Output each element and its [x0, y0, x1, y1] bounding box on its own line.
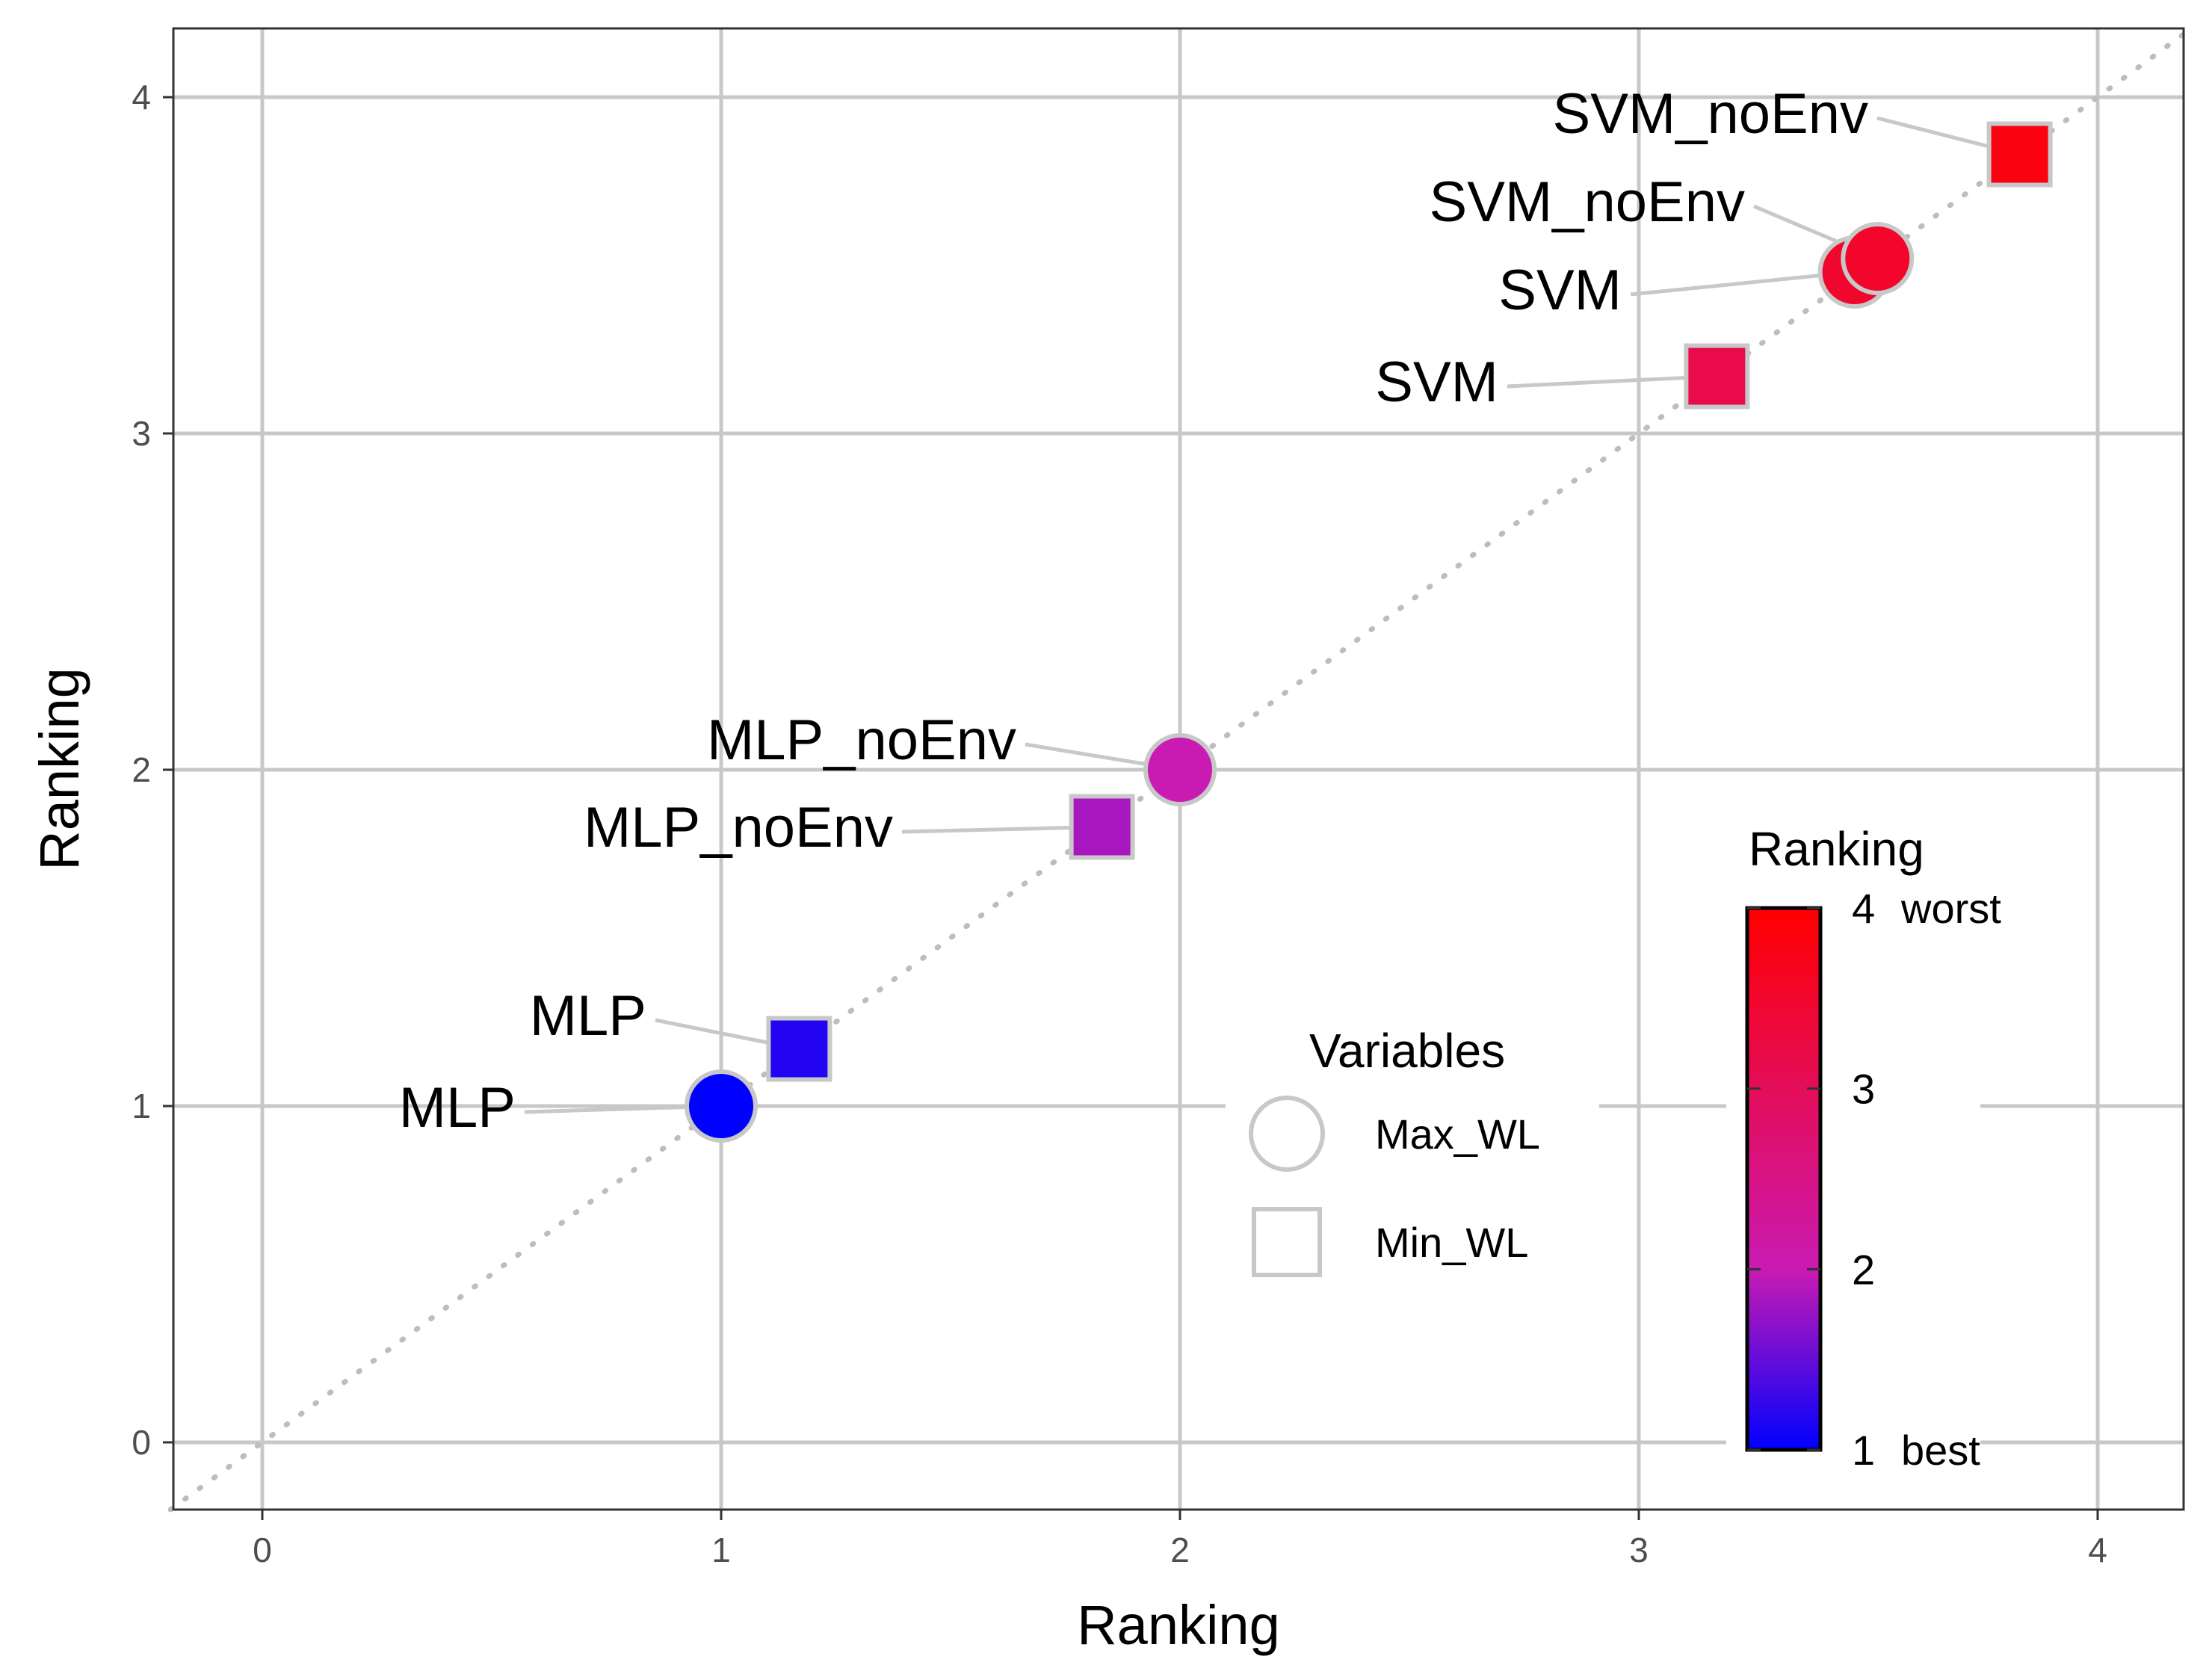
- y-tick-label: 3: [132, 414, 151, 453]
- shape-legend-title: Variables: [1309, 1024, 1505, 1078]
- point-label: SVM_noEnv: [1430, 170, 1745, 234]
- legends: Variables Max_WL Min_WL Ranking 4 3 2 1 worst bes…: [1226, 818, 2001, 1510]
- data-points: [685, 121, 2053, 1143]
- point-label: SVM: [1498, 259, 1622, 322]
- point-square: [1069, 794, 1135, 860]
- y-tick-label: 4: [132, 78, 151, 117]
- legend-key-label: Max_WL: [1375, 1111, 1540, 1158]
- x-tick-label: 1: [711, 1531, 731, 1569]
- x-tick-label: 2: [1170, 1531, 1190, 1569]
- color-bar-note-worst: worst: [1900, 885, 2001, 932]
- point-square: [766, 1016, 832, 1082]
- point-label: MLP_noEnv: [584, 796, 893, 859]
- x-tick-label: 3: [1629, 1531, 1649, 1569]
- x-tick-label: 4: [2088, 1531, 2107, 1569]
- x-axis: 0 1 2 3 4: [253, 1510, 2107, 1569]
- point-label: MLP: [399, 1076, 516, 1140]
- y-axis: 0 1 2 3 4: [132, 78, 173, 1462]
- color-bar-tick-label: 1: [1852, 1427, 1875, 1474]
- color-bar-tick-label: 2: [1852, 1246, 1875, 1293]
- legend-key-circle: [1249, 1096, 1325, 1172]
- point-label: MLP: [530, 984, 646, 1048]
- y-axis-title: Ranking: [28, 667, 90, 871]
- y-tick-label: 0: [132, 1423, 151, 1462]
- point-square: [1684, 343, 1750, 410]
- color-bar-tick-label: 4: [1852, 885, 1875, 932]
- legend-key-square: [1252, 1207, 1322, 1277]
- color-bar: [1745, 906, 1823, 1452]
- point-label: SVM: [1375, 350, 1498, 414]
- color-legend-title: Ranking: [1749, 822, 1924, 876]
- point-circle: [1841, 222, 1915, 295]
- color-bar-tick-label: 3: [1852, 1066, 1875, 1113]
- y-tick-label: 1: [132, 1087, 151, 1125]
- legend-key-label: Min_WL: [1375, 1219, 1528, 1266]
- leader-line: [901, 825, 1102, 834]
- leader-line: [1630, 270, 1855, 297]
- point-label: SVM_noEnv: [1553, 82, 1868, 146]
- point-square: [1986, 121, 2053, 188]
- point-circle: [685, 1069, 758, 1143]
- x-axis-title: Ranking: [1077, 1594, 1280, 1656]
- point-circle: [1143, 733, 1217, 806]
- x-tick-label: 0: [253, 1531, 272, 1569]
- y-tick-label: 2: [132, 750, 151, 789]
- leader-line: [1507, 374, 1717, 389]
- color-bar-note-best: best: [1901, 1427, 1980, 1474]
- point-label: MLP_noEnv: [707, 708, 1016, 772]
